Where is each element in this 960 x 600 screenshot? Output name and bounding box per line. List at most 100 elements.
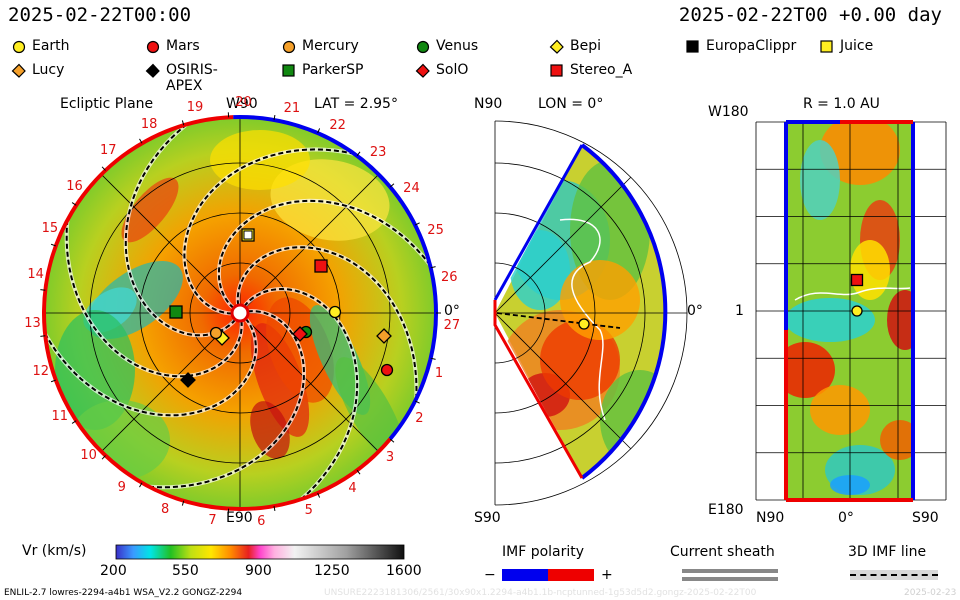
flow-region	[800, 140, 840, 220]
square-marker-icon	[282, 64, 295, 77]
rim-tick	[139, 482, 143, 488]
flow-region	[850, 240, 890, 300]
legend-label: Stereo_A	[570, 62, 633, 78]
carrington-tick-label: 23	[369, 144, 387, 160]
map-mid-left: 1	[735, 303, 744, 319]
rim-tick	[181, 120, 185, 126]
marker-stereo_a	[850, 273, 864, 287]
square-marker-icon	[820, 40, 833, 53]
carrington-tick-label: 5	[304, 502, 313, 518]
rim-tick	[317, 128, 321, 134]
rim-tick	[414, 400, 420, 404]
circle-marker-icon	[146, 40, 160, 54]
diamond-marker-icon	[11, 63, 26, 78]
carrington-tick-label: 27	[443, 318, 461, 334]
carrington-tick-label: 6	[257, 513, 266, 529]
rim-tick	[40, 335, 46, 337]
flow-region	[250, 323, 310, 437]
carrington-tick-label: 22	[329, 117, 346, 133]
rim-tick	[317, 492, 321, 498]
rim-tick	[356, 469, 361, 475]
colorbar-label: Vr (km/s)	[22, 543, 87, 559]
map-x-mid: 0°	[838, 510, 854, 526]
flow-region	[786, 342, 835, 398]
meridional-bottom-label: S90	[474, 510, 501, 526]
rim-tick	[414, 222, 420, 226]
carrington-tick-label: 14	[27, 267, 44, 283]
legend-label: SolO	[436, 62, 469, 78]
current-sheath-line	[559, 218, 606, 421]
footer-stamp: 2025-02-23	[904, 588, 957, 598]
carrington-tick-label: 15	[41, 220, 59, 236]
circle-marker-icon	[416, 40, 430, 54]
carrington-tick-label: 19	[186, 100, 204, 116]
rim-tick	[389, 438, 395, 443]
carrington-tick-label: 4	[348, 481, 357, 497]
marker-solo	[292, 326, 308, 342]
legend-label: EuropaClippr	[706, 38, 797, 54]
ecliptic-right-label: 0°	[444, 303, 460, 319]
flow-region	[560, 260, 640, 340]
rim-tick	[50, 379, 56, 383]
rim-tick	[181, 500, 185, 506]
current-sheath-line	[794, 287, 911, 301]
rim-tick	[71, 420, 77, 424]
diamond-marker-icon	[145, 63, 160, 78]
meridional-top-label: N90	[474, 96, 503, 112]
square-marker-icon	[550, 64, 563, 77]
diamond-marker-icon	[549, 39, 564, 54]
rim-tick	[356, 151, 361, 157]
rim-tick	[273, 114, 276, 121]
meridional-right-label: 0°	[687, 303, 703, 319]
rim-tick	[101, 455, 106, 460]
carrington-tick-label: 20	[235, 95, 252, 110]
carrington-tick-label: 3	[385, 449, 395, 465]
carrington-tick-label: 16	[66, 178, 83, 194]
colorbar-tick: 550	[172, 563, 199, 579]
wedge-edge	[493, 144, 584, 301]
square-marker-icon	[686, 40, 699, 53]
ecliptic-top-label: W90	[226, 96, 258, 112]
imf-positive-boundary	[42, 115, 392, 511]
map-bottom-left: E180	[708, 502, 744, 518]
meridional-lon-label: LON = 0°	[538, 96, 604, 112]
carrington-tick-label: 7	[208, 513, 217, 529]
marker-lucy	[376, 328, 392, 344]
legend-label: ParkerSP	[302, 62, 364, 78]
imf-minus-label: −	[484, 567, 496, 583]
marker-parkersp	[169, 305, 183, 319]
colorbar-tick: 1600	[386, 563, 422, 579]
legend-label: Mars	[166, 38, 200, 54]
marker-earth	[851, 305, 863, 317]
diamond-marker-icon	[415, 63, 430, 78]
legend-label: Lucy	[32, 62, 65, 78]
carrington-tick-label: 9	[117, 479, 126, 495]
wedge-edge	[493, 300, 584, 479]
current-sheath-line	[682, 577, 778, 581]
carrington-tick-label: 13	[24, 315, 41, 331]
map-title: R = 1.0 AU	[803, 96, 880, 112]
imf-negative-swatch	[502, 569, 548, 581]
map-x-left: N90	[756, 510, 785, 526]
carrington-tick-label: 24	[403, 180, 420, 196]
carrington-tick-label: 26	[441, 269, 458, 285]
marker-stereo_a	[314, 259, 328, 273]
current-sheath-title: Current sheath	[670, 544, 775, 560]
marker-mercury	[209, 326, 223, 340]
model-time-left: 2025-02-22T00:00	[8, 4, 192, 26]
marker-earth	[328, 305, 342, 319]
angular-grid-line	[494, 312, 632, 450]
legend-label: Juice	[840, 38, 874, 54]
marker-mars	[380, 363, 394, 377]
imf-line-title: 3D IMF line	[848, 544, 927, 560]
circle-marker-icon	[282, 40, 296, 54]
flow-region	[810, 385, 870, 435]
carrington-tick-label: 2	[415, 411, 424, 427]
rim-tick	[101, 166, 106, 171]
carrington-tick-label: 18	[140, 116, 158, 132]
rim-tick	[139, 138, 143, 144]
legend-label: Mercury	[302, 38, 359, 54]
flow-region	[600, 370, 666, 470]
rim-tick	[273, 505, 276, 512]
